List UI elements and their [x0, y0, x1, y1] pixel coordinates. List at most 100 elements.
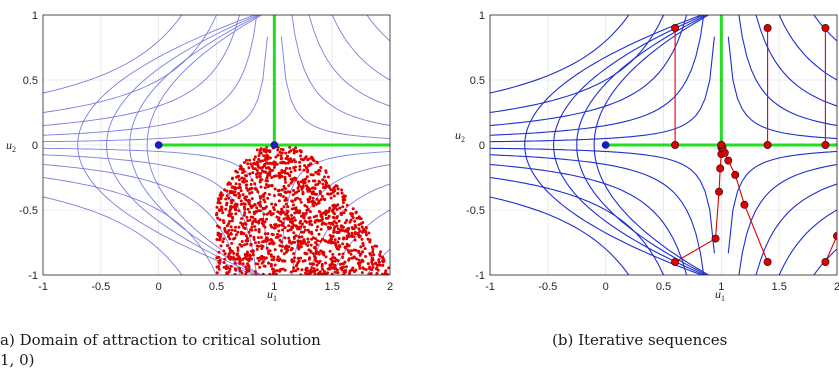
sample-point: [245, 236, 249, 240]
sample-point: [387, 266, 390, 270]
sample-point: [350, 249, 353, 253]
sample-point: [238, 182, 242, 186]
sample-point: [324, 213, 328, 216]
sample-point: [304, 177, 308, 181]
sample-point: [268, 156, 272, 160]
contour-line: [43, 15, 258, 136]
sample-point: [239, 189, 243, 193]
sample-point: [272, 174, 276, 178]
sample-point: [281, 160, 284, 164]
sample-point: [243, 202, 247, 206]
sample-point: [285, 166, 288, 170]
sequence: [821, 23, 830, 149]
sample-point: [234, 233, 238, 237]
sample-point: [299, 200, 303, 204]
sample-point: [245, 158, 248, 162]
sample-point: [336, 240, 340, 244]
x-tick-label: 1: [718, 281, 724, 293]
sample-point: [283, 226, 287, 229]
sample-point: [309, 219, 313, 223]
sample-point: [253, 155, 257, 159]
sample-point: [241, 167, 245, 171]
sample-point: [381, 263, 385, 267]
sample-point: [287, 236, 291, 240]
sample-point: [258, 151, 262, 155]
x-tick-label: 0.5: [209, 281, 224, 293]
sample-point: [272, 241, 276, 245]
x-axis-label-b: u1: [715, 287, 725, 303]
x-tick-label: 0.5: [656, 281, 671, 293]
sample-point: [288, 239, 292, 243]
sample-point: [275, 269, 279, 272]
sample-point: [244, 174, 247, 177]
contour-line: [280, 36, 390, 139]
sample-point: [256, 171, 260, 175]
sample-point: [313, 187, 317, 191]
sample-point: [294, 165, 297, 169]
sample-point: [241, 231, 244, 235]
sample-point: [237, 178, 241, 182]
sample-point: [240, 271, 244, 275]
sample-point: [225, 267, 228, 271]
sample-point: [248, 191, 252, 195]
sample-point: [233, 185, 237, 189]
sample-point: [233, 203, 237, 207]
sample-point: [283, 236, 287, 240]
sample-point: [330, 261, 334, 265]
sample-point: [228, 208, 232, 211]
y-tick-label: -0.5: [19, 205, 38, 217]
sample-point: [322, 269, 326, 273]
sample-point: [292, 177, 295, 181]
sample-point: [310, 266, 314, 270]
sample-point: [371, 262, 375, 266]
sample-point: [238, 259, 242, 263]
sample-point: [221, 211, 225, 215]
sample-point: [292, 189, 295, 192]
sample-point: [303, 164, 307, 168]
sample-point: [331, 215, 335, 219]
sample-point: [217, 225, 221, 229]
sample-point: [324, 169, 328, 173]
sample-point: [243, 196, 247, 200]
sample-point: [371, 248, 375, 251]
sample-point: [233, 267, 237, 271]
sample-point: [366, 262, 370, 266]
sample-point: [381, 255, 385, 259]
sample-point: [284, 180, 287, 184]
sample-point: [276, 189, 280, 193]
sample-point: [224, 197, 228, 201]
tick-labels-b: -1 -0.5 0 0.5 1 1.5 2 1 0.5 0 -0.5 -1: [466, 10, 839, 293]
sample-point: [306, 189, 310, 193]
sample-point: [246, 250, 249, 254]
sample-point: [294, 206, 298, 210]
sample-point: [230, 219, 234, 223]
sample-point: [332, 256, 335, 260]
sample-point: [243, 161, 246, 164]
sample-point: [228, 251, 232, 255]
sample-point: [273, 161, 277, 164]
sample-point: [305, 266, 309, 270]
y-tick-label: 0: [479, 140, 485, 152]
contour-line: [291, 15, 390, 126]
sequence-line: [824, 235, 837, 263]
sample-point: [251, 171, 255, 175]
sample-point: [268, 242, 272, 246]
sample-point: [238, 167, 242, 171]
sample-point: [363, 247, 367, 251]
sample-point: [242, 180, 246, 184]
contour-line: [727, 36, 837, 140]
sample-point: [242, 226, 246, 229]
sample-point: [277, 171, 281, 175]
sample-point: [291, 200, 294, 203]
sample-point: [356, 231, 360, 235]
sample-point: [228, 219, 232, 223]
sample-point: [345, 203, 349, 207]
x-tick-label: 1.5: [772, 281, 787, 293]
sample-point: [273, 187, 277, 191]
sample-point: [250, 191, 254, 194]
sample-point: [373, 244, 377, 248]
sample-point: [267, 238, 270, 242]
sample-point: [254, 210, 258, 213]
sample-point: [318, 169, 322, 173]
sample-point: [219, 232, 223, 236]
